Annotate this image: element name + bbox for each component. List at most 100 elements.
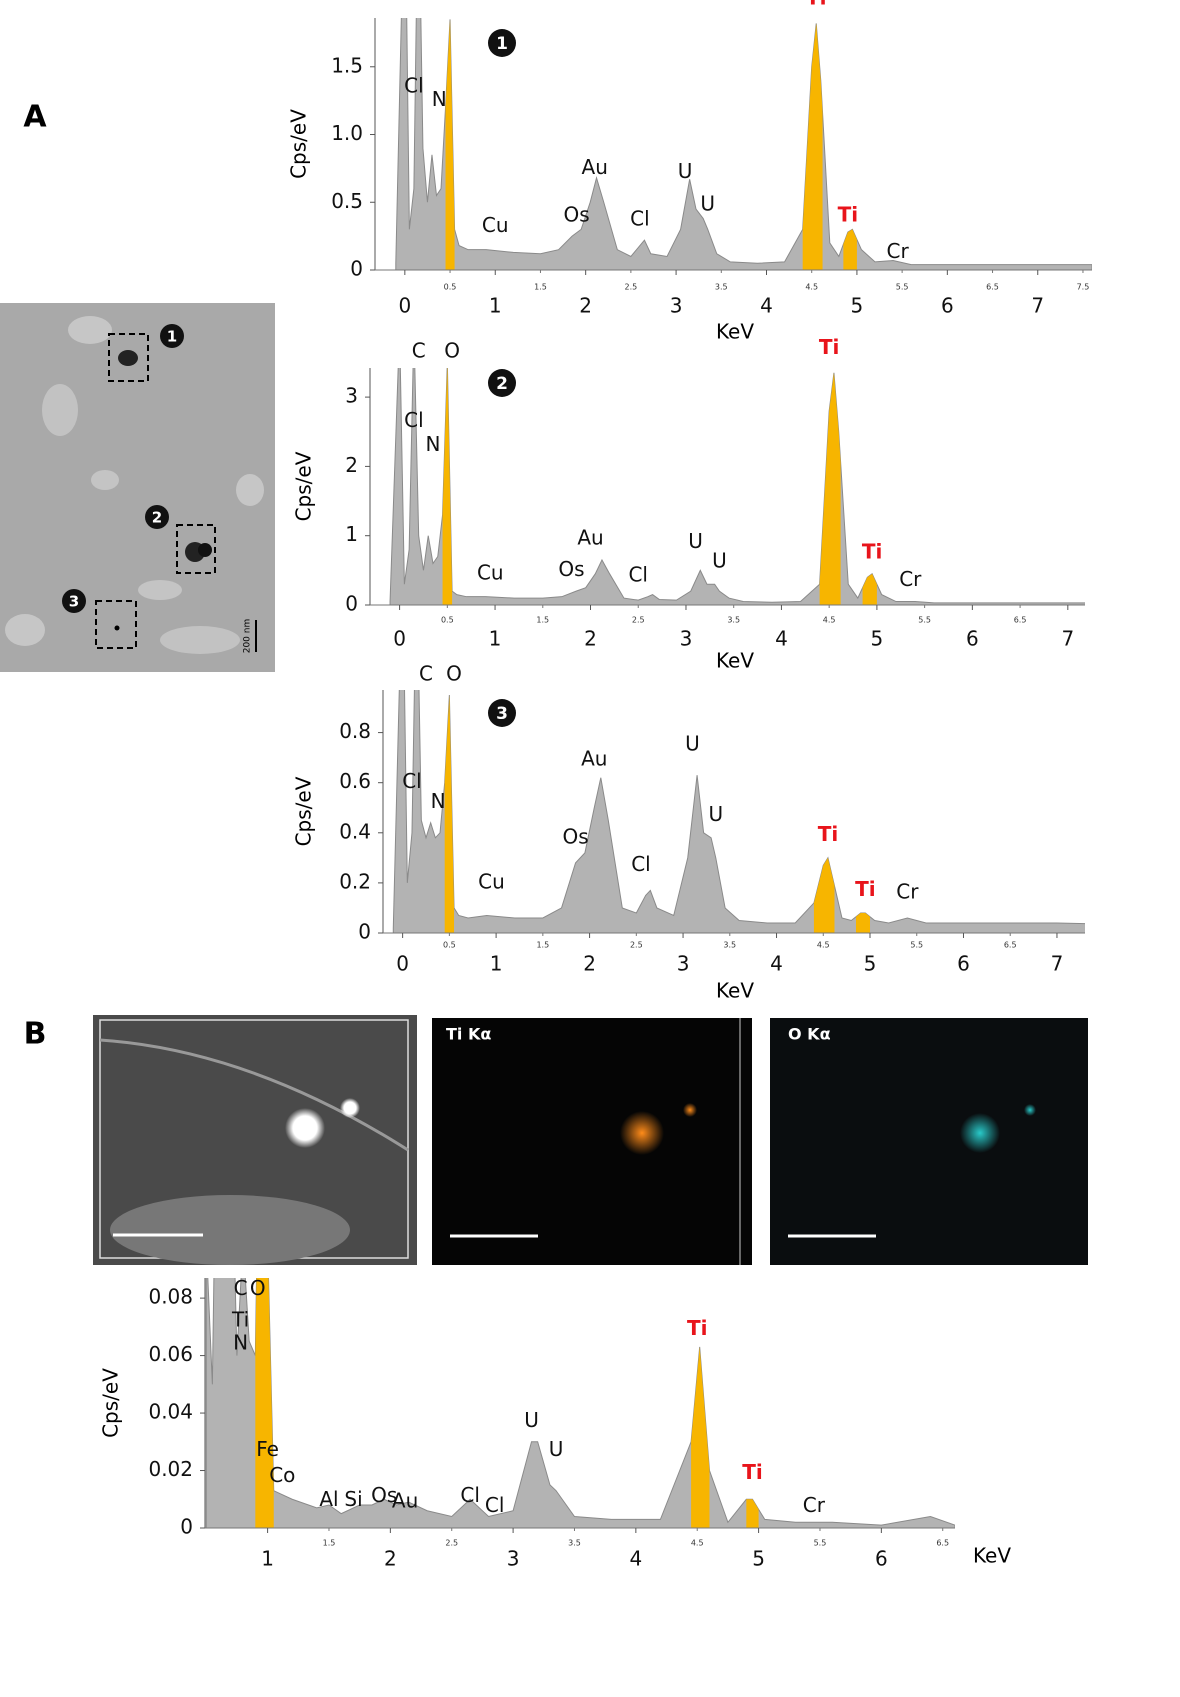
x-minor-label: 5.5 <box>910 941 923 950</box>
x-tick-label: 2 <box>584 627 597 651</box>
peak-label: Cl <box>631 852 651 876</box>
peak-label: U <box>685 732 700 756</box>
x-minor-label: 6.5 <box>1014 616 1027 625</box>
y-tick-label: 0.06 <box>148 1342 193 1366</box>
x-minor-label: 1.5 <box>536 616 549 625</box>
x-tick-label: 1 <box>261 1547 274 1571</box>
highlight-area <box>442 368 453 605</box>
y-tick-label: 3 <box>345 384 358 408</box>
peak-label: Cu <box>477 560 504 584</box>
marker-label: 1 <box>167 328 177 346</box>
x-minor-label: 6.5 <box>1004 941 1017 950</box>
peak-label: U <box>549 1437 564 1461</box>
x-minor-label: 1.5 <box>534 283 547 292</box>
x-minor-label: 2.5 <box>445 1539 458 1548</box>
x-minor-label: 4.5 <box>823 616 836 625</box>
x-minor-label: 1.5 <box>323 1539 336 1548</box>
peak-label: U <box>524 1408 539 1432</box>
peak-label: C <box>419 661 433 685</box>
x-tick-label: 4 <box>770 952 783 976</box>
peak-label: Ti <box>742 1460 763 1484</box>
y-tick-label: 1 <box>345 522 358 546</box>
y-tick-label: 0.2 <box>339 869 371 893</box>
peak-label: Au <box>577 526 603 550</box>
x-tick-label: 2 <box>384 1547 397 1571</box>
x-tick-label: 5 <box>752 1547 765 1571</box>
peak-label: Si <box>344 1487 362 1511</box>
tem-image: 200 nm <box>0 303 275 672</box>
highlight-area <box>445 19 455 270</box>
peak-label: O <box>446 661 462 685</box>
peak-label: Cl <box>404 408 424 432</box>
peak-label: Cr <box>896 879 919 903</box>
peak-label: U <box>700 191 715 215</box>
peak-label: U <box>688 529 703 553</box>
x-tick-label: 3 <box>670 294 683 318</box>
peak-label: Ti <box>855 877 876 901</box>
panel-label: A <box>23 100 47 135</box>
x-tick-label: 3 <box>677 952 690 976</box>
highlight-area <box>843 229 857 270</box>
highlight-area <box>855 912 871 933</box>
y-tick-label: 0.08 <box>148 1285 193 1309</box>
highlight-area <box>819 372 841 605</box>
y-axis-label: Cps/eV <box>292 776 316 846</box>
peak-label: Ti <box>818 822 839 846</box>
marker-label: 3 <box>69 593 79 611</box>
peak-label: U <box>712 549 727 573</box>
peak-label: N <box>426 432 441 456</box>
spectrum-chart: 0 1 2 3 0 1 2 3 4 5 6 7 0.5 1.5 2.5 3.5 4.5 5.5 6.5 Cps/eV K… <box>292 335 1085 673</box>
peak-label: U <box>678 159 693 183</box>
peak-label: Cl <box>628 562 648 586</box>
x-minor-label: 0.5 <box>441 616 454 625</box>
x-minor-label: 6.5 <box>936 1539 949 1548</box>
y-tick-label: 0 <box>350 257 363 281</box>
marker-label: 1 <box>496 34 508 54</box>
peak-label: Cu <box>478 869 505 893</box>
peak-label: N <box>432 87 447 111</box>
peak-label: Cr <box>887 239 910 263</box>
peak-label: Au <box>392 1489 418 1513</box>
x-tick-label: 0 <box>396 952 409 976</box>
x-minor-label: 3.5 <box>715 283 728 292</box>
x-minor-label: 2.5 <box>625 283 638 292</box>
y-tick-label: 1.5 <box>331 53 363 77</box>
x-tick-label: 5 <box>871 627 884 651</box>
x-minor-label: 5.5 <box>814 1539 827 1548</box>
peak-label: Ti <box>806 0 827 10</box>
spectrum-area <box>389 368 1085 605</box>
x-minor-label: 0.5 <box>444 283 457 292</box>
peak-label: Os <box>562 824 588 848</box>
x-tick-label: 7 <box>1051 952 1064 976</box>
x-minor-label: 4.5 <box>805 283 818 292</box>
highlight-area <box>862 573 877 605</box>
map-label: Ti Kα <box>446 1025 491 1044</box>
peak-label: Os <box>371 1483 397 1507</box>
y-tick-label: 0.4 <box>339 819 371 843</box>
spectrum-chart: 0 0.2 0.4 0.6 0.8 0 1 2 3 4 5 6 7 0.5 1.5 2.5 3.5 4.5 5.5 6… <box>292 661 1085 1003</box>
x-tick-label: 1 <box>490 952 503 976</box>
peak-label: O <box>447 0 463 3</box>
x-tick-label: 6 <box>966 627 979 651</box>
panel-label: B <box>24 1017 47 1052</box>
peak-label: Cl <box>402 769 422 793</box>
peak-label: U <box>708 802 723 826</box>
x-axis-label: KeV <box>716 979 754 1003</box>
peak-label: Os <box>564 202 590 226</box>
y-axis-label: Cps/eV <box>292 451 316 521</box>
peak-label: Ti <box>819 335 840 359</box>
highlight-area <box>255 1278 274 1528</box>
x-minor-label: 1.5 <box>536 941 549 950</box>
x-tick-label: 6 <box>875 1547 888 1571</box>
highlight-area <box>691 1346 710 1528</box>
x-tick-label: 6 <box>957 952 970 976</box>
marker-disc <box>488 29 516 57</box>
x-minor-label: 3.5 <box>568 1539 581 1548</box>
x-minor-label: 0.5 <box>443 941 456 950</box>
x-minor-label: 2.5 <box>632 616 645 625</box>
marker-disc <box>62 589 86 613</box>
x-minor-label: 3.5 <box>723 941 736 950</box>
marker-disc <box>488 369 516 397</box>
sem-image <box>93 1015 417 1265</box>
